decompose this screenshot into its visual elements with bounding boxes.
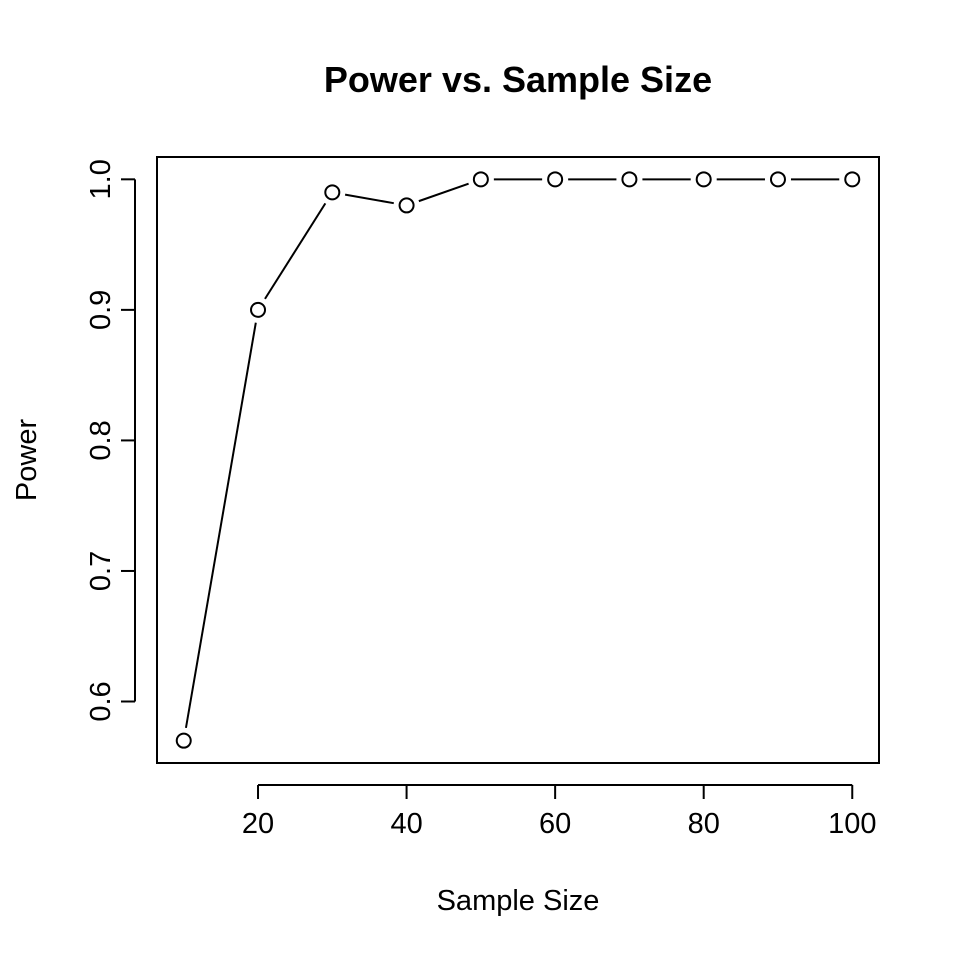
y-tick-label: 1.0 <box>85 159 117 199</box>
data-point <box>398 197 415 214</box>
data-point <box>844 171 861 188</box>
y-axis: 0.6 0.7 0.8 0.9 1.0 <box>85 159 136 722</box>
y-tick-label: 0.8 <box>85 420 117 460</box>
x-tick-label: 80 <box>688 808 720 840</box>
data-point <box>250 301 267 318</box>
x-tick-label: 60 <box>539 808 571 840</box>
series-line-segment <box>184 322 257 729</box>
series-line-segment <box>418 182 469 203</box>
series-power <box>175 171 861 749</box>
data-point <box>324 184 341 201</box>
data-point <box>472 171 489 188</box>
chart-title: Power vs. Sample Size <box>324 59 712 100</box>
x-tick-label: 20 <box>242 808 274 840</box>
data-point <box>695 171 712 188</box>
x-tick-label: 40 <box>390 808 422 840</box>
x-axis: 20 40 60 80 100 <box>242 784 876 840</box>
series-line-segment <box>344 193 394 205</box>
series-line-segment <box>264 202 327 300</box>
y-tick-label: 0.7 <box>85 551 117 591</box>
x-axis-label: Sample Size <box>437 885 600 917</box>
x-tick-label: 100 <box>828 808 876 840</box>
plot-area-frame <box>156 156 880 764</box>
y-tick-label: 0.6 <box>85 681 117 721</box>
data-point <box>621 171 638 188</box>
y-axis-label: Power <box>11 419 43 502</box>
data-point <box>175 732 192 749</box>
data-point <box>547 171 564 188</box>
y-tick-label: 0.9 <box>85 290 117 330</box>
data-point <box>769 171 786 188</box>
